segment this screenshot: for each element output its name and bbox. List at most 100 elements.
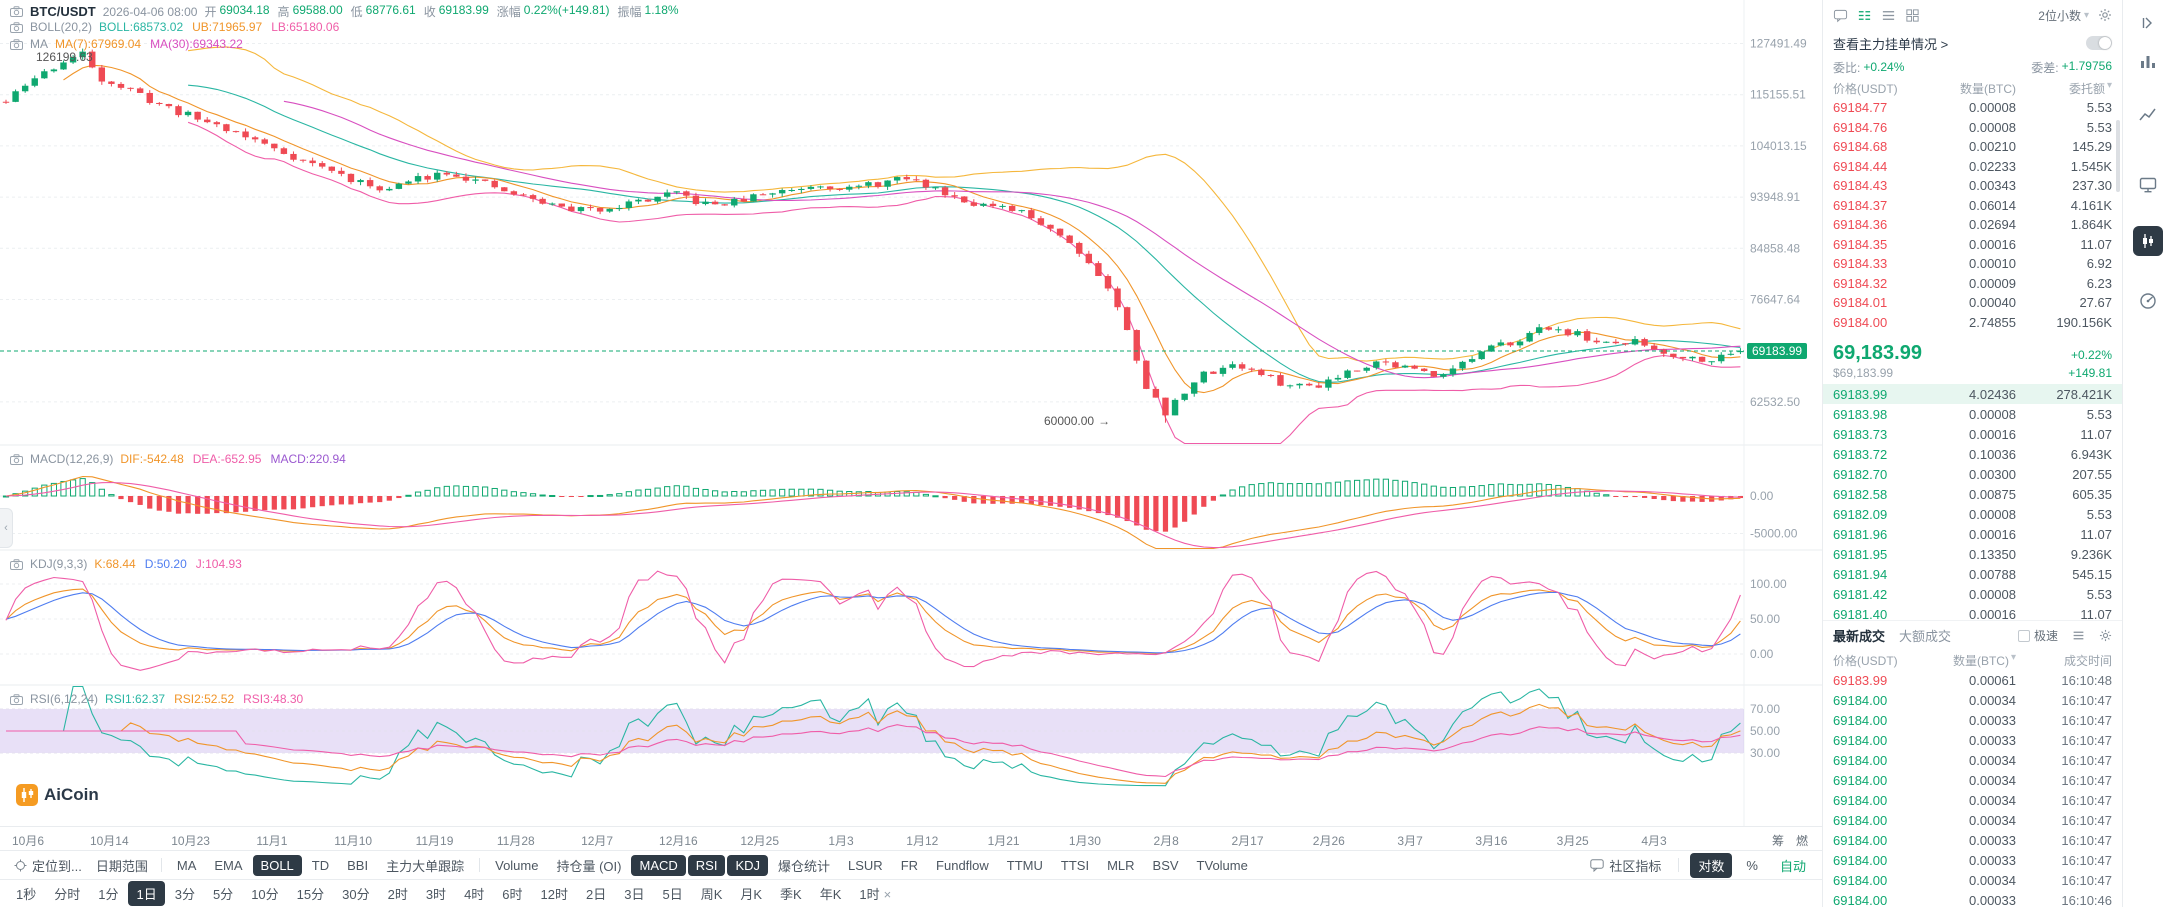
timeframe-0[interactable]: 1秒 bbox=[16, 887, 37, 902]
timeframe-12[interactable]: 6时 bbox=[502, 887, 523, 902]
settings-icon[interactable] bbox=[2099, 629, 2112, 642]
timeframe-15[interactable]: 3日 bbox=[624, 887, 645, 902]
ask-row[interactable]: 69184.68 0.00210 145.29 bbox=[1833, 139, 2112, 155]
monitor-button[interactable] bbox=[2133, 170, 2163, 200]
radar-button[interactable] bbox=[2133, 286, 2163, 316]
timeframe-18[interactable]: 月K bbox=[740, 887, 763, 902]
timeframe-17[interactable]: 周K bbox=[700, 887, 723, 902]
ask-row[interactable]: 69184.35 0.00016 11.07 bbox=[1833, 236, 2112, 252]
tab-large-trades[interactable]: 大额成交 bbox=[1899, 629, 1952, 644]
col-amount[interactable]: 委托额 ▾ bbox=[2016, 80, 2112, 97]
list-icon[interactable] bbox=[2072, 629, 2085, 642]
indicator-item-13[interactable]: TVolume bbox=[1196, 857, 1248, 873]
col-qty[interactable]: 数量(BTC) bbox=[1960, 81, 2016, 96]
view-orders-link[interactable]: 查看主力挂单情况 > bbox=[1833, 36, 1949, 52]
ask-row[interactable]: 69184.33 0.00010 6.92 bbox=[1833, 256, 2112, 272]
overlay-item-4[interactable]: BBI bbox=[347, 857, 369, 873]
camera-icon[interactable] bbox=[10, 693, 23, 705]
timeframe-20[interactable]: 年K bbox=[819, 887, 842, 902]
camera-icon[interactable] bbox=[10, 558, 23, 570]
fast-mode-checkbox[interactable] bbox=[2017, 629, 2030, 642]
bid-row[interactable]: 69181.96 0.00016 11.07 bbox=[1833, 526, 2112, 542]
ask-row[interactable]: 69184.77 0.00008 5.53 bbox=[1833, 100, 2112, 116]
timeframe-19[interactable]: 季K bbox=[780, 887, 802, 902]
indicator-item-5[interactable]: 爆仓统计 bbox=[778, 858, 831, 874]
orders-toggle[interactable] bbox=[2086, 36, 2112, 50]
overlay-item-5[interactable]: 主力大单跟踪 bbox=[386, 858, 465, 874]
timeframe-10[interactable]: 3时 bbox=[425, 887, 447, 902]
ask-row[interactable]: 69184.43 0.00343 237.30 bbox=[1833, 178, 2112, 194]
timeframe-3[interactable]: 1日 bbox=[128, 881, 165, 906]
collapse-right-button[interactable] bbox=[2133, 8, 2163, 38]
ask-row[interactable]: 69184.44 0.02233 1.545K bbox=[1833, 158, 2112, 174]
indicator-item-6[interactable]: LSUR bbox=[848, 857, 883, 873]
bid-row[interactable]: 69181.42 0.00008 5.53 bbox=[1833, 586, 2112, 602]
bid-row[interactable]: 69183.99 4.02436 278.421K bbox=[1823, 384, 2122, 404]
log-scale-button[interactable]: 对数 bbox=[1690, 852, 1733, 878]
indicator-item-3[interactable]: RSI bbox=[687, 854, 726, 876]
bid-row[interactable]: 69183.73 0.00016 11.07 bbox=[1833, 426, 2112, 442]
timeframe-1[interactable]: 分时 bbox=[54, 887, 81, 902]
timeframe-11[interactable]: 4时 bbox=[464, 887, 485, 902]
kline-tool-button[interactable] bbox=[2132, 226, 2163, 256]
overlay-item-1[interactable]: EMA bbox=[214, 857, 243, 873]
ask-row[interactable]: 69184.32 0.00009 6.23 bbox=[1833, 275, 2112, 291]
overlay-item-0[interactable]: MA bbox=[176, 857, 197, 873]
indicator-item-8[interactable]: Fundflow bbox=[936, 857, 989, 873]
bid-row[interactable]: 69182.58 0.00875 605.35 bbox=[1833, 486, 2112, 502]
camera-icon[interactable] bbox=[10, 6, 23, 17]
bid-row[interactable]: 69181.40 0.00016 11.07 bbox=[1833, 606, 2112, 621]
kline-chart[interactable]: 127491.49 115155.51 104013.15 93948.91 84858… bbox=[0, 0, 1822, 826]
indicator-item-10[interactable]: TTSI bbox=[1060, 857, 1090, 873]
camera-icon[interactable] bbox=[10, 38, 23, 50]
ask-row[interactable]: 69184.00 2.74855 190.156K bbox=[1833, 314, 2112, 330]
percent-scale-button[interactable]: % bbox=[1746, 857, 1758, 873]
col-qty[interactable]: 数量(BTC) ▾ bbox=[1929, 652, 2016, 669]
overlay-item-2[interactable]: BOLL bbox=[252, 854, 302, 876]
bid-row[interactable]: 69181.94 0.00788 545.15 bbox=[1833, 566, 2112, 582]
symbol-label[interactable]: BTC/USDT bbox=[30, 4, 96, 19]
community-indicators-button[interactable]: 社区指标 bbox=[1584, 853, 1667, 878]
ask-row[interactable]: 69184.76 0.00008 5.53 bbox=[1833, 119, 2112, 135]
bid-row[interactable]: 69182.70 0.00300 207.55 bbox=[1833, 466, 2112, 482]
decimal-selector[interactable]: 2位小数 ▾ bbox=[2038, 7, 2089, 24]
indicator-item-1[interactable]: 持仓量 (OI) bbox=[556, 858, 622, 874]
auto-scale-button[interactable]: 自动 bbox=[1779, 858, 1806, 874]
bid-row[interactable]: 69183.72 0.10036 6.943K bbox=[1833, 446, 2112, 462]
camera-icon[interactable] bbox=[10, 453, 23, 465]
list-icon[interactable] bbox=[1881, 8, 1896, 23]
indicator-item-2[interactable]: MACD bbox=[631, 854, 686, 876]
settings-icon[interactable] bbox=[2098, 8, 2112, 22]
timeframe-16[interactable]: 5日 bbox=[662, 887, 683, 902]
timeframe-13[interactable]: 12时 bbox=[540, 887, 568, 902]
bid-row[interactable]: 69181.95 0.13350 9.236K bbox=[1833, 546, 2112, 562]
axis-tool-0[interactable]: 筹 bbox=[1772, 834, 1785, 848]
locate-button[interactable]: 定位到... bbox=[8, 853, 88, 878]
ask-row[interactable]: 69184.37 0.06014 4.161K bbox=[1833, 197, 2112, 213]
scrollbar-thumb[interactable] bbox=[2116, 120, 2120, 192]
timeframe-8[interactable]: 30分 bbox=[342, 887, 370, 902]
date-range-button[interactable]: 日期范围 bbox=[90, 853, 154, 878]
timeframe-6[interactable]: 10分 bbox=[251, 887, 279, 902]
timeframe-21[interactable]: 1时 × bbox=[859, 887, 892, 902]
close-timeframe-icon[interactable]: × bbox=[883, 887, 892, 902]
indicator-item-7[interactable]: FR bbox=[900, 857, 919, 873]
overlay-item-3[interactable]: TD bbox=[311, 857, 330, 873]
indicator-item-12[interactable]: BSV bbox=[1152, 857, 1179, 873]
ask-row[interactable]: 69184.36 0.02694 1.864K bbox=[1833, 217, 2112, 233]
timeframe-2[interactable]: 1分 bbox=[98, 887, 119, 902]
collapse-left-handle[interactable]: ‹ bbox=[0, 508, 13, 548]
orderbook-columns-icon[interactable] bbox=[1857, 8, 1872, 23]
bid-row[interactable]: 69183.98 0.00008 5.53 bbox=[1833, 406, 2112, 422]
chat-icon[interactable] bbox=[1833, 8, 1848, 23]
tab-latest-trades[interactable]: 最新成交 bbox=[1833, 629, 1886, 644]
indicator-item-9[interactable]: TTMU bbox=[1006, 857, 1043, 873]
camera-icon[interactable] bbox=[10, 21, 23, 33]
axis-tool-1[interactable]: 燃 bbox=[1796, 834, 1809, 848]
timeframe-5[interactable]: 5分 bbox=[212, 887, 234, 902]
indicator-item-0[interactable]: Volume bbox=[495, 857, 539, 873]
timeframe-14[interactable]: 2日 bbox=[586, 887, 607, 902]
indicator-item-11[interactable]: MLR bbox=[1107, 857, 1135, 873]
bid-row[interactable]: 69182.09 0.00008 5.53 bbox=[1833, 506, 2112, 522]
market-bars-button[interactable] bbox=[2133, 46, 2163, 76]
